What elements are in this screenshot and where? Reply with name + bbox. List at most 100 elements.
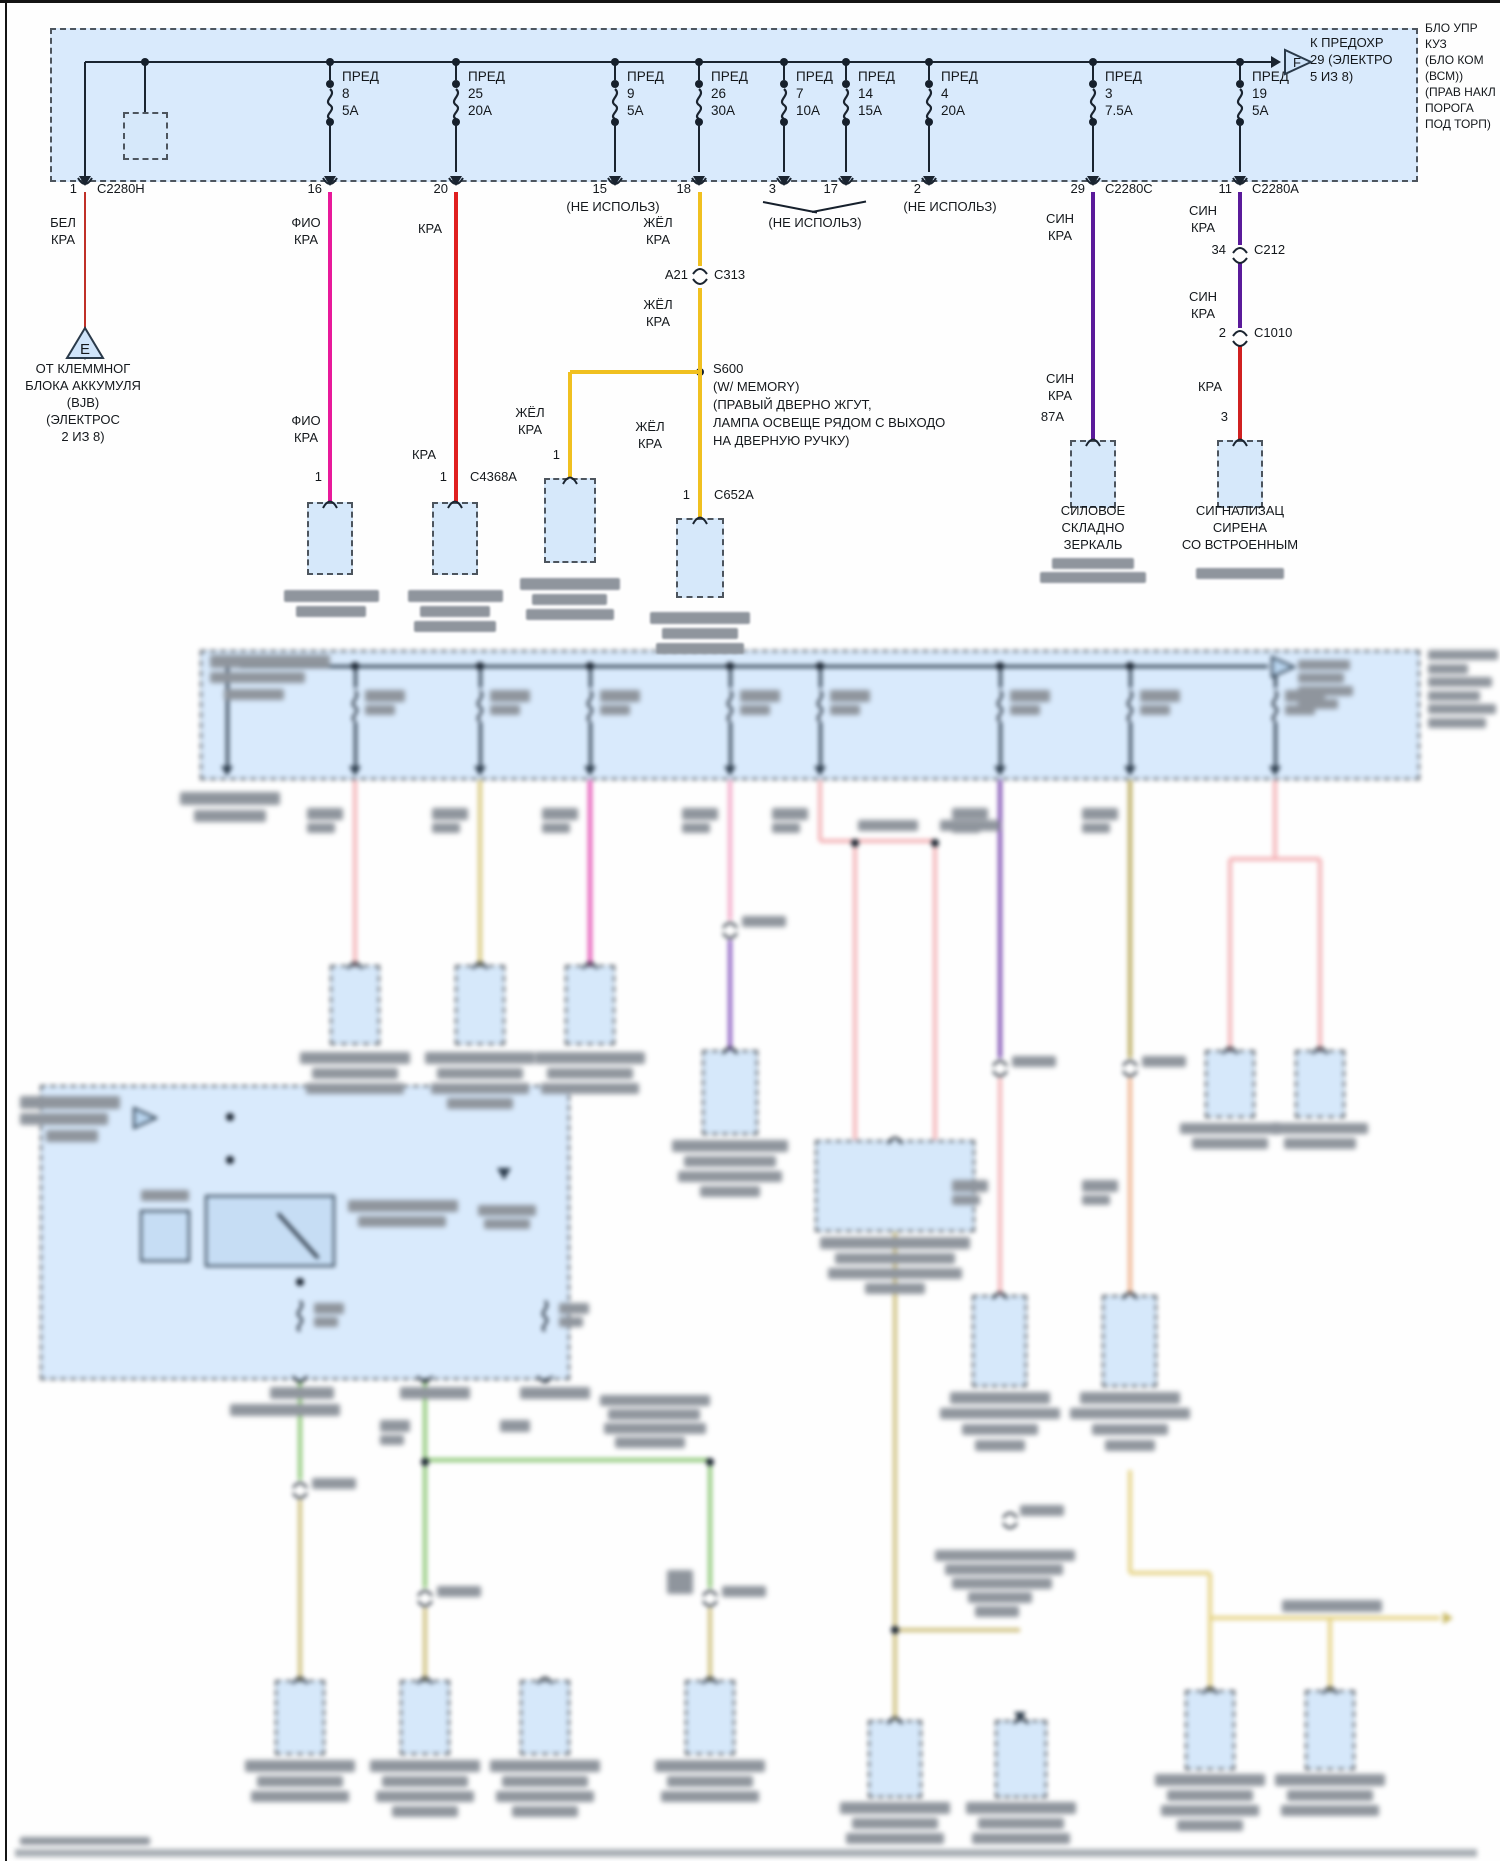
fuse-label-line: 20А <box>468 103 493 118</box>
ground-e-triangle-icon: E <box>65 326 105 365</box>
diagram-label: СИН КРА <box>1046 212 1074 246</box>
blurred-label <box>600 705 630 715</box>
junction-dot <box>586 662 594 670</box>
inline-connector-icon <box>416 1588 434 1615</box>
blurred-label <box>1275 1774 1385 1786</box>
pin-number: 2 <box>913 181 921 196</box>
arrow-down-icon <box>1014 1712 1026 1722</box>
blurred-label <box>1105 1440 1155 1451</box>
junction-dot <box>925 58 933 66</box>
blurred-label <box>1070 1408 1190 1419</box>
tap-lead <box>1128 666 1132 688</box>
blurred-label <box>1082 823 1110 833</box>
label-line: СО ВСТРОЕННЫМ <box>1181 537 1299 552</box>
junction-dot <box>996 662 1004 670</box>
arrow-down-icon <box>840 176 852 186</box>
blurred-label <box>358 1216 446 1227</box>
blurred-label <box>667 1570 693 1594</box>
diagram-label: СИН КРА <box>1046 372 1074 406</box>
arrow-down-icon <box>778 176 790 186</box>
label-line: 5 ИЗ 8) <box>1310 69 1354 84</box>
blurred-label <box>224 689 284 700</box>
box-connector-arc-icon <box>887 1132 903 1150</box>
diagram-label: ФИО КРА <box>291 414 320 448</box>
label-line: СИЛОВОЕ <box>1060 503 1126 518</box>
fuse-label-line: 7.5А <box>1105 103 1133 118</box>
fuse-terminal-dot <box>780 80 788 88</box>
label-line: 1 <box>552 447 560 462</box>
junction-dot <box>851 839 859 847</box>
blurred-label <box>437 1586 481 1597</box>
label-line: ПОД ТОРП) <box>1425 117 1491 131</box>
wire <box>893 1232 897 1720</box>
connector-id: C2280A <box>1252 181 1299 196</box>
blurred-label <box>526 609 614 620</box>
wire <box>1128 1078 1132 1295</box>
blurred-label <box>380 1420 410 1432</box>
fuse-label-line: ПРЕД <box>796 69 833 84</box>
blurred-label <box>1020 1505 1064 1516</box>
diagram-label: СИЛОВОЕ СКЛАДНО ЗЕРКАЛЬ <box>1061 504 1125 555</box>
label-line: (НЕ ИСПОЛЬЗ) <box>903 199 997 214</box>
blurred-label <box>1192 1138 1268 1149</box>
box-connector-arc-icon <box>1232 434 1248 452</box>
wire <box>818 780 822 841</box>
fuse-label-line: 15А <box>858 103 883 118</box>
label-line: 1 <box>682 487 690 502</box>
fuse-squiggle-icon <box>1232 88 1248 125</box>
blurred-label <box>1180 1123 1280 1134</box>
fuse-label-line: 25 <box>468 86 484 101</box>
junction-dot <box>695 58 703 66</box>
blurred-label <box>1052 558 1134 569</box>
diagram-label: ОТ КЛЕММНОГ БЛОКА АККУМУЛЯ (BJB) (ЭЛЕКТРОС 2… <box>25 362 141 447</box>
fuse-label-line: 9 <box>627 86 635 101</box>
blurred-label <box>1082 1180 1118 1192</box>
blurred-label <box>370 1760 480 1772</box>
box-connector-arc-icon <box>1322 1682 1338 1700</box>
arrow-down-icon <box>584 766 596 776</box>
diagram-label: C1010 <box>1254 326 1292 343</box>
blurred-label <box>541 1083 639 1094</box>
blurred-label <box>284 590 379 602</box>
fuse-lead <box>928 62 930 80</box>
blurred-label <box>257 1776 343 1787</box>
label-line: S600 <box>713 361 744 376</box>
label-line: 34 <box>1211 242 1226 257</box>
blurred-label <box>661 1791 759 1802</box>
component-box <box>1217 440 1263 508</box>
blurred-label <box>532 594 607 605</box>
label-line: КУЗ <box>1425 37 1447 51</box>
tap-lead <box>1273 722 1277 766</box>
component-box <box>400 1680 450 1755</box>
diagram-label: К ПРЕДОХР 29 (ЭЛЕКТРО 5 ИЗ 8) <box>1310 36 1393 87</box>
blurred-label <box>1167 1790 1253 1801</box>
inline-connector-icon <box>721 920 739 947</box>
box-connector-arc-icon <box>292 1672 308 1690</box>
fuse-squiggle-icon <box>1085 88 1101 125</box>
fuse-squiggle-icon <box>322 88 338 125</box>
label-line: СИГНАЛИЗАЦ <box>1195 503 1285 518</box>
blurred-label <box>682 823 710 833</box>
label-line: ЖЁЛ <box>643 215 673 230</box>
fuse-lead <box>1092 124 1094 172</box>
diagram-label: СИН КРА <box>1189 204 1217 238</box>
blurred-label <box>1161 1805 1259 1816</box>
pin-connector-arc-icon <box>292 1374 308 1392</box>
fuse-label-line: 30А <box>711 103 736 118</box>
offpage-triangle-icon <box>132 1106 159 1135</box>
svg-text:E: E <box>80 341 90 358</box>
diagram-label: ЖЁЛ КРА <box>515 406 544 440</box>
blurred-label <box>600 1395 710 1406</box>
wire <box>423 1380 427 1588</box>
junction-dot <box>226 1156 234 1164</box>
panel-internal-component <box>123 112 168 160</box>
blurred-label <box>312 1478 356 1489</box>
blurred-label <box>1080 1392 1180 1404</box>
component-box <box>868 1720 922 1798</box>
offpage-f-triangle-icon: F <box>1283 48 1314 81</box>
fuse-squiggle-icon <box>812 690 828 727</box>
label-line: (БЛО КОМ <box>1425 53 1484 67</box>
arrow-down-icon <box>1087 176 1099 186</box>
label-line: C652A <box>714 487 754 502</box>
